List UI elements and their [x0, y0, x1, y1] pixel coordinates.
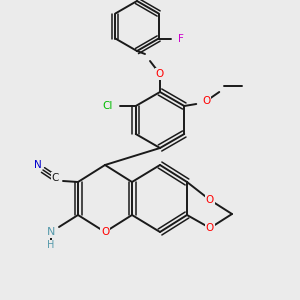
Text: N: N — [47, 227, 55, 237]
Text: C: C — [51, 173, 59, 183]
Text: O: O — [206, 223, 214, 233]
Text: O: O — [206, 195, 214, 205]
Text: O: O — [202, 96, 210, 106]
Text: O: O — [156, 69, 164, 79]
Text: H: H — [47, 240, 55, 250]
Text: F: F — [178, 34, 184, 44]
Text: N: N — [34, 160, 42, 170]
Text: O: O — [101, 227, 109, 237]
Text: Cl: Cl — [103, 101, 113, 111]
